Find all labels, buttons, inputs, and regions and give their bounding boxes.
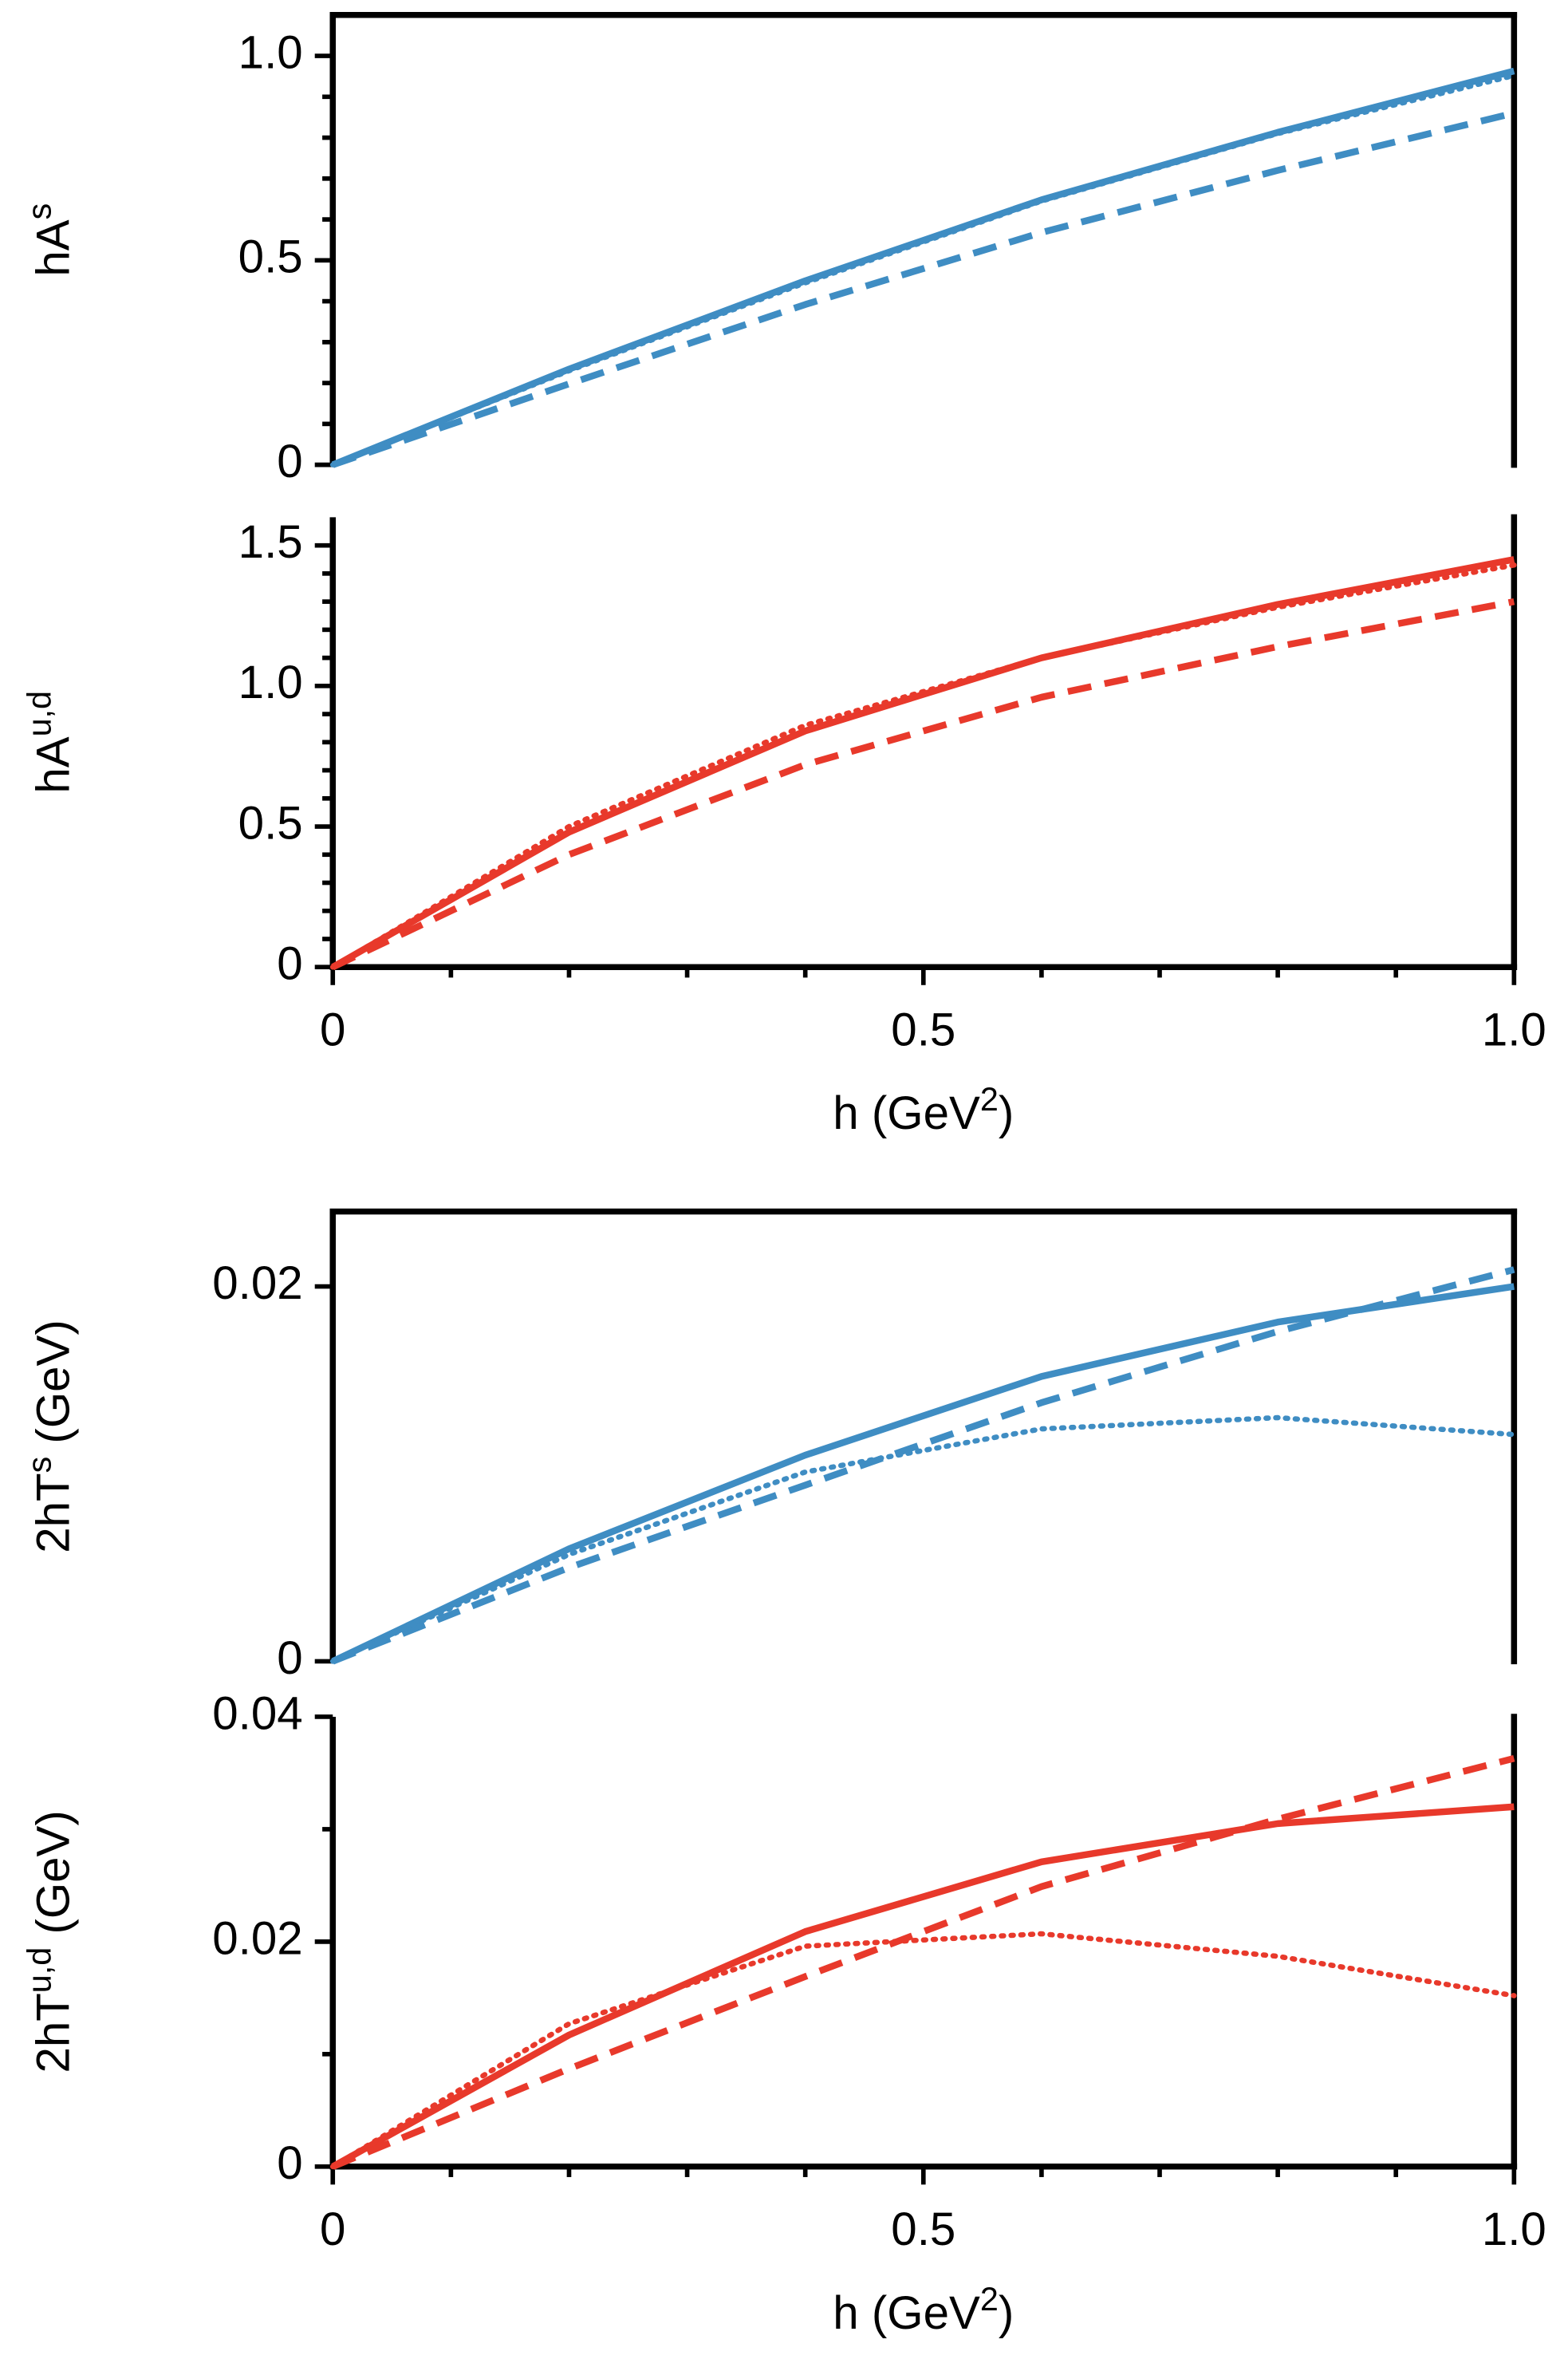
label-text: ): [999, 2287, 1014, 2339]
x-tick-label: 0: [320, 1004, 345, 1055]
label-text: (GeV): [27, 1320, 79, 1457]
series-line: [329, 1414, 1517, 1664]
label-text: h (GeV: [833, 2287, 980, 2339]
label-text: hA: [27, 736, 79, 793]
axis-label: 2hTs (GeV): [21, 1320, 79, 1553]
label-superscript: u,d: [21, 691, 57, 736]
y-tick-label: 0: [277, 436, 302, 487]
label-text: ): [999, 1087, 1014, 1139]
y-tick-label: 0.04: [212, 1687, 302, 1739]
label-superscript: u,d: [21, 1947, 57, 1993]
y-tick-label: 0.02: [212, 1257, 302, 1309]
series-line: [329, 562, 1517, 970]
x-tick-label: 0: [320, 2203, 345, 2255]
label-text: h (GeV: [833, 1087, 980, 1139]
x-tick-label: 1.0: [1482, 2203, 1546, 2255]
series-line: [331, 1266, 1515, 1665]
label-text: 2hT: [27, 1473, 79, 1552]
label-text: hA: [27, 219, 79, 276]
label-text: (GeV): [27, 1810, 79, 1947]
label-superscript: 2: [980, 2281, 999, 2318]
axis-label: h (GeV2): [833, 1081, 1014, 1139]
x-tick-label: 0.5: [891, 1004, 955, 1055]
label-text: 2hT: [27, 1993, 79, 2073]
y-tick-label: 0.5: [238, 797, 303, 849]
y-tick-label: 0: [277, 1632, 302, 1684]
y-tick-label: 1.0: [238, 26, 303, 78]
axis-label: hAu,d: [21, 691, 79, 794]
axis-label: 2hTu,d (GeV): [21, 1810, 79, 2073]
x-tick-label: 0.5: [891, 2203, 955, 2255]
series-line: [329, 1931, 1517, 2170]
y-tick-label: 1.5: [238, 516, 303, 568]
axis-label: h (GeV2): [833, 2281, 1014, 2339]
x-tick-label: 1.0: [1482, 1004, 1546, 1055]
y-tick-label: 0.5: [238, 231, 303, 283]
label-superscript: 2: [980, 1081, 999, 1118]
series-line: [331, 598, 1515, 971]
y-tick-label: 0.02: [212, 1912, 302, 1964]
series-line: [331, 1283, 1515, 1665]
label-superscript: s: [21, 203, 57, 220]
y-tick-label: 0: [277, 2137, 302, 2189]
axis-label: hAs: [21, 203, 79, 277]
series-line: [329, 73, 1517, 467]
series-line: [331, 556, 1515, 970]
series-line: [331, 1803, 1515, 2170]
label-superscript: s: [21, 1457, 57, 1473]
y-tick-label: 1.0: [238, 657, 303, 708]
series-line: [331, 109, 1515, 468]
y-tick-label: 0: [277, 938, 302, 990]
